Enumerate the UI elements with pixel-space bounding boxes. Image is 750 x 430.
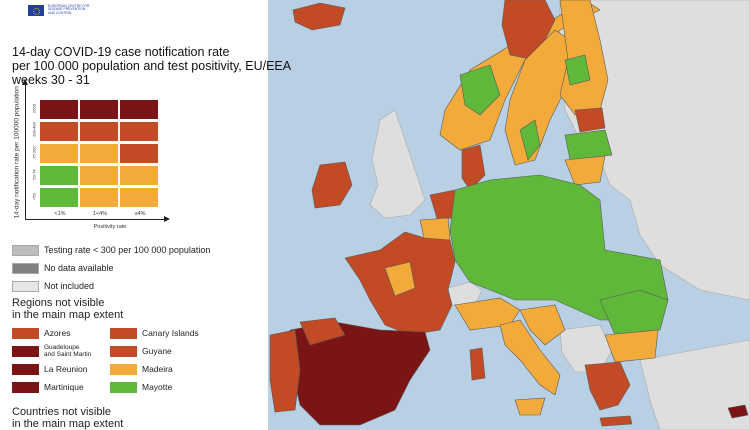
matrix-y-axis-label: 14-day notification rate per 100000 popu… [13,86,21,219]
matrix-x-axis-label: Positivity rate [93,224,127,230]
region-romania [599,289,669,336]
eu-flag-icon [28,5,44,16]
matrix-col-label: ≥4% [134,211,146,217]
matrix-cell [80,100,118,119]
matrix-cell [120,188,158,207]
matrix-cell [120,122,158,141]
ecdc-logo: EUROPEAN CENTRE FOR DISEASE PREVENTION A… [28,4,116,17]
matrix-cell [80,188,118,207]
title-line-1: 14-day COVID-19 case notification rate [12,45,230,59]
matrix-cell [40,188,78,207]
matrix-cell [80,166,118,185]
matrix-cell [120,100,158,119]
matrix-col-label: <1% [54,211,66,217]
region-cyprus [727,404,749,419]
logo-text: EUROPEAN CENTRE FOR DISEASE PREVENTION A… [48,4,90,15]
matrix-cell [40,144,78,163]
matrix-row-label: <50 [31,193,37,200]
region-ireland [311,161,353,209]
title-line-2: per 100 000 population and test positivi… [12,59,292,73]
legend-swatch [12,263,39,274]
region-italy [499,319,561,396]
matrix-col-label: 1<4% [92,211,108,217]
region-lithuania [564,155,606,186]
region-italy-north [454,297,521,331]
region-spain-north [299,317,346,346]
matrix-cell [80,144,118,163]
land-uk [369,109,426,219]
regions-heading: Regions not visible in the main map exte… [12,297,124,321]
matrix-cell [120,166,158,185]
land-turkey [639,339,750,430]
region-spain [289,321,431,426]
matrix-cell [120,144,158,163]
region-iceland [292,2,346,31]
region-sweden-green [519,119,541,161]
region-estonia [574,107,606,133]
legend-swatch [12,245,39,256]
region-crete [599,415,633,427]
matrix-cell [40,100,78,119]
region-latvia [564,129,613,161]
region-bulgaria [604,329,659,363]
matrix-x-axis [25,216,170,222]
legend-panel-bg [0,0,268,430]
region-portugal [269,329,301,413]
land-russia-east [559,0,750,301]
matrix-cell [40,122,78,141]
matrix-cell [80,122,118,141]
region-sicily [514,397,546,416]
matrix-cell [40,166,78,185]
region-france-centre [384,261,416,297]
region-greece [584,361,631,411]
title-line-3: weeks 30 - 31 [12,73,90,87]
region-croatia [519,304,566,346]
region-denmark [461,144,486,191]
countries-heading: Countries not visible in the main map ex… [12,406,124,430]
matrix-y-axis [22,79,28,220]
region-sardinia [469,347,486,381]
map-title: 14-day COVID-19 case notification rate p… [12,45,292,87]
legend-swatch [12,281,39,292]
region-finland-green [564,54,591,86]
region-norway-green [459,64,501,116]
